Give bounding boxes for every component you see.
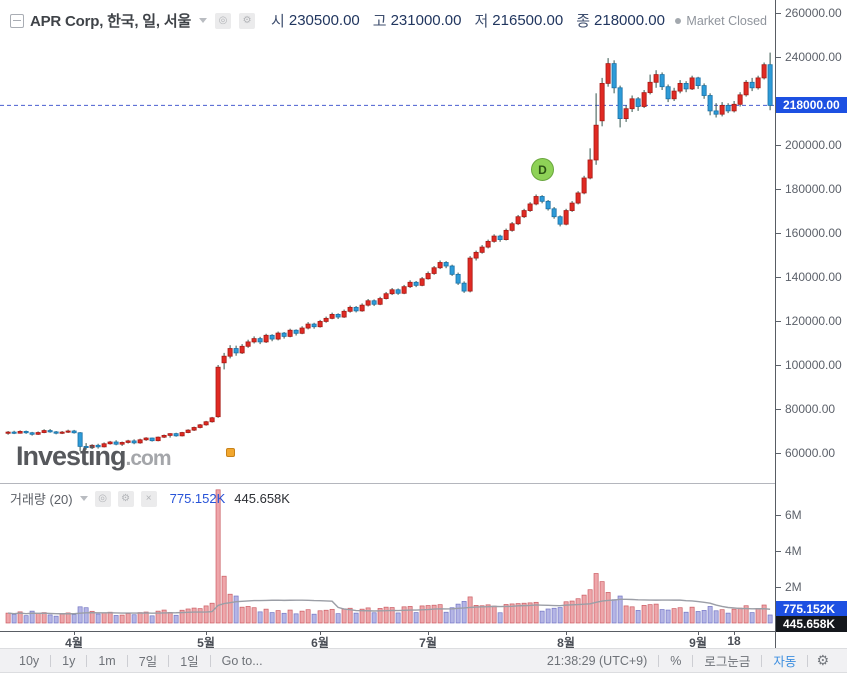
open-label: 시 — [271, 13, 285, 30]
goto-button[interactable]: Go to... — [221, 653, 263, 668]
range-1y-button[interactable]: 1y — [62, 653, 76, 668]
crosshair-icon[interactable]: ◎ — [94, 490, 111, 507]
market-status-dot-icon — [675, 18, 682, 24]
high-value: 231000.00 — [390, 12, 462, 29]
time-tick — [74, 631, 75, 635]
gear-icon[interactable]: ⚙ — [239, 12, 256, 29]
logo-text: Investing — [16, 441, 127, 471]
divider — [658, 654, 660, 667]
volume-value: 445.658K — [234, 491, 290, 506]
divider — [50, 654, 52, 667]
time-tick — [734, 631, 735, 635]
symbol-title[interactable]: APR Corp, 한국, 일, 서울 — [30, 13, 192, 30]
time-tick — [428, 631, 429, 635]
settings-gear-icon[interactable]: ⚙ — [816, 652, 829, 668]
toolbar-right: 21:38:29 (UTC+9) % 로그눈금 자동 ⚙ — [536, 651, 837, 670]
volume-tick-label: 4M — [776, 544, 802, 558]
crosshair-icon[interactable]: ◎ — [215, 12, 232, 29]
volume-ma-line — [8, 598, 771, 615]
range-1d-button[interactable]: 1일 — [180, 655, 199, 669]
auto-scale-button[interactable]: 자동 — [773, 655, 797, 669]
high-label: 고 — [372, 13, 387, 30]
volume-title[interactable]: 거래량 (20) — [10, 492, 73, 507]
low-value: 216500.00 — [492, 12, 564, 29]
range-1m-button[interactable]: 1m — [98, 653, 116, 668]
price-tick-label: 80000.00 — [775, 402, 836, 416]
divider — [209, 654, 211, 667]
market-status-text: Market Closed — [686, 14, 767, 28]
price-tick-label: 160000.00 — [776, 226, 842, 240]
volume-ma-badge: 775.152K — [776, 601, 847, 617]
ohlc-readout: 시 230500.00 고 231000.00 저 216500.00 종 21… — [271, 10, 674, 31]
price-tick-label: 260000.00 — [776, 6, 842, 20]
range-7d-button[interactable]: 7일 — [138, 655, 158, 669]
chevron-down-icon[interactable] — [79, 496, 88, 501]
event-marker[interactable] — [226, 448, 235, 457]
time-tick-label: 4월 — [65, 636, 83, 650]
volume-tick-label: 6M — [776, 508, 802, 522]
logo-suffix: .com — [125, 447, 172, 470]
time-axis-line — [0, 631, 847, 632]
low-label: 저 — [474, 13, 489, 30]
price-tick-label: 200000.00 — [776, 138, 842, 152]
gear-icon[interactable]: ⚙ — [117, 490, 134, 507]
volume-header: 거래량 (20) ◎ ⚙ × 775.152K 445.658K — [10, 489, 290, 508]
market-status: Market Closed — [675, 14, 767, 28]
time-tick-label: 6월 — [311, 636, 329, 650]
dividend-marker[interactable]: D — [531, 158, 554, 182]
divider — [86, 654, 88, 667]
time-tick-label: 5월 — [197, 636, 215, 650]
volume-ma-value: 775.152K — [169, 491, 226, 506]
range-10y-button[interactable]: 10y — [19, 653, 40, 668]
time-tick-label: 18 — [727, 634, 741, 648]
close-icon[interactable]: × — [140, 490, 157, 507]
price-tick-label: 100000.00 — [776, 358, 842, 372]
symbol-header: APR Corp, 한국, 일, 서울 ◎ ⚙ 시 230500.00 고 23… — [10, 10, 674, 31]
divider — [168, 654, 170, 667]
price-axis[interactable]: 218000.00 775.152K 445.658K 260000.00 240… — [775, 0, 847, 648]
divider — [126, 654, 128, 667]
time-tick-label: 9월 — [689, 636, 707, 650]
time-tick-label: 8월 — [557, 636, 575, 650]
time-axis[interactable]: 4월 5월 6월 7월 8월 9월 18 — [0, 631, 847, 650]
time-tick — [698, 631, 699, 635]
chevron-down-icon[interactable] — [199, 18, 208, 23]
bottom-toolbar: 10y 1y 1m 7일 1일 Go to... 21:38:29 (UTC+9… — [0, 648, 847, 673]
price-tick-label: 180000.00 — [776, 182, 842, 196]
range-buttons: 10y 1y 1m 7일 1일 Go to... — [8, 651, 274, 670]
time-tick — [320, 631, 321, 635]
price-tick-label: 60000.00 — [775, 446, 836, 460]
clock-readout[interactable]: 21:38:29 (UTC+9) — [546, 653, 648, 668]
divider — [807, 654, 809, 667]
time-tick — [206, 631, 207, 635]
volume-chart[interactable] — [0, 484, 775, 631]
price-tick-label: 240000.00 — [776, 50, 842, 64]
price-chart[interactable] — [0, 0, 775, 483]
percent-scale-button[interactable]: % — [670, 653, 682, 668]
divider — [761, 654, 763, 667]
price-tick-label: 120000.00 — [776, 314, 842, 328]
time-tick-label: 7월 — [419, 636, 437, 650]
last-price-badge: 218000.00 — [776, 97, 847, 113]
close-value: 218000.00 — [594, 12, 665, 29]
volume-value-badge: 445.658K — [776, 616, 847, 632]
time-tick — [566, 631, 567, 635]
divider — [692, 654, 694, 667]
investing-logo: Investing.com — [16, 441, 172, 472]
log-scale-button[interactable]: 로그눈금 — [704, 655, 751, 669]
pane-separator[interactable] — [0, 483, 847, 484]
volume-tick-label: 2M — [776, 580, 802, 594]
close-label: 종 — [576, 13, 591, 30]
price-tick-label: 140000.00 — [776, 270, 842, 284]
open-value: 230500.00 — [288, 12, 360, 29]
collapse-pane-icon[interactable] — [10, 13, 24, 28]
